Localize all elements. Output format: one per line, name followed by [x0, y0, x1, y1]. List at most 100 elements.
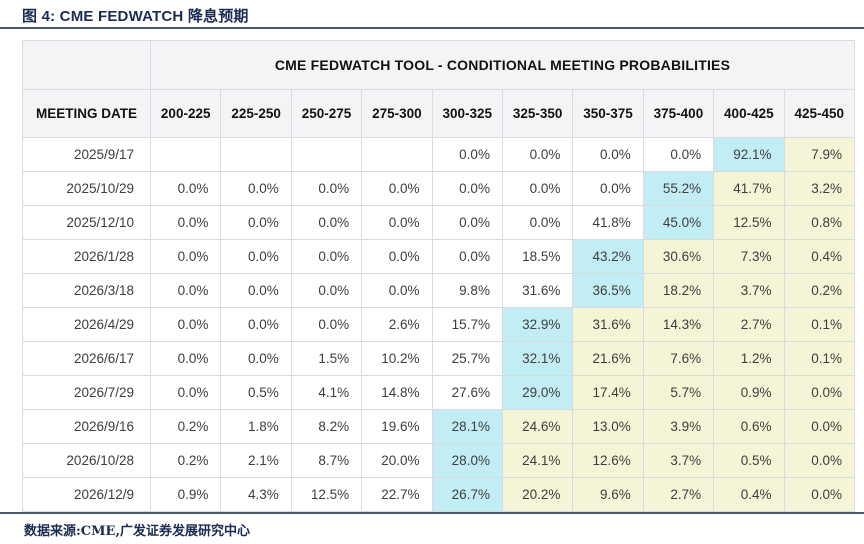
table-row: 2026/3/18 0.0% 0.0% 0.0% 0.0% 9.8% 31.6% 36.5% 1… [22, 273, 856, 308]
probability-cell: 36.5% [572, 273, 644, 308]
probability-cell: 0.0% [149, 273, 222, 308]
probability-cell: 0.0% [431, 239, 503, 274]
meeting-date-cell: 2026/4/29 [22, 307, 151, 342]
probability-cell: 0.0% [361, 273, 433, 308]
probability-cell: 0.2% [149, 443, 222, 478]
table-row: 2026/9/16 0.2% 1.8% 8.2% 19.6% 28.1% 24.6% 13.0… [22, 409, 856, 444]
probability-cell: 0.1% [783, 341, 856, 376]
probability-cell: 0.0% [431, 205, 503, 240]
probability-cell: 0.0% [220, 307, 292, 342]
probability-cell: 0.0% [431, 171, 503, 206]
rate-range-header: 225-250 [220, 89, 292, 138]
probability-cell: 0.0% [220, 239, 292, 274]
probability-cell: 22.7% [361, 477, 433, 512]
probability-cell [149, 137, 222, 172]
probability-cell: 10.2% [361, 341, 433, 376]
probability-cell: 13.0% [572, 409, 644, 444]
probability-cell: 2.7% [642, 477, 715, 512]
rate-range-header: 350-375 [572, 89, 644, 138]
probability-cell: 0.9% [713, 375, 785, 410]
table-row: 2026/12/9 0.9% 4.3% 12.5% 22.7% 26.7% 20.2% 9.6… [22, 477, 856, 512]
table-body: 2025/9/17 0.0% 0.0% 0.0% 0.0% 92.1% 7.9% 2025/1… [22, 137, 856, 512]
probability-cell: 27.6% [431, 375, 503, 410]
probability-cell [361, 137, 433, 172]
probability-cell: 92.1% [713, 137, 785, 172]
probability-cell: 2.6% [361, 307, 433, 342]
probability-cell: 0.0% [572, 171, 644, 206]
figure-title: 图 4: CME FEDWATCH 降息预期 [22, 8, 249, 25]
probability-cell: 0.0% [149, 341, 222, 376]
probability-cell: 12.5% [290, 477, 363, 512]
rate-range-header: 275-300 [361, 89, 433, 138]
probability-cell: 0.0% [361, 205, 433, 240]
rate-range-header: 300-325 [431, 89, 503, 138]
meeting-date-cell: 2026/12/9 [22, 477, 151, 512]
probability-cell: 26.7% [431, 477, 503, 512]
probability-cell: 12.5% [713, 205, 785, 240]
probability-cell: 24.1% [501, 443, 574, 478]
probability-cell: 17.4% [572, 375, 644, 410]
rate-range-header: 250-275 [290, 89, 363, 138]
probability-cell: 0.0% [501, 171, 574, 206]
footer-divider-line [0, 512, 864, 514]
probability-cell: 0.4% [783, 239, 856, 274]
meeting-date-cell: 2025/10/29 [22, 171, 151, 206]
probability-cell: 0.4% [713, 477, 785, 512]
probability-cell: 0.0% [431, 137, 503, 172]
probability-cell: 31.6% [572, 307, 644, 342]
table-row: 2026/4/29 0.0% 0.0% 0.0% 2.6% 15.7% 32.9% 31.6%… [22, 307, 856, 342]
probability-cell: 32.1% [501, 341, 574, 376]
probability-cell: 45.0% [642, 205, 715, 240]
probability-cell: 0.0% [361, 239, 433, 274]
probability-cell: 2.1% [220, 443, 292, 478]
meeting-date-cell: 2026/1/28 [22, 239, 151, 274]
probability-cell: 31.6% [501, 273, 574, 308]
meeting-date-header: MEETING DATE [22, 89, 151, 138]
group-header-row: CME FEDWATCH TOOL - CONDITIONAL MEETING … [22, 40, 855, 90]
meeting-date-cell: 2026/6/17 [22, 341, 151, 376]
rate-range-header: 375-400 [642, 89, 715, 138]
probability-cell: 0.0% [149, 171, 222, 206]
rate-range-header: 400-425 [713, 89, 785, 138]
probability-cell [220, 137, 292, 172]
probability-cell: 21.6% [572, 341, 644, 376]
probability-cell: 7.6% [642, 341, 715, 376]
probability-cell: 3.7% [642, 443, 715, 478]
table-row: 2025/12/10 0.0% 0.0% 0.0% 0.0% 0.0% 0.0% 41.8% 4… [22, 205, 856, 240]
probability-cell [290, 137, 363, 172]
corner-cell [22, 40, 151, 90]
probability-cell: 0.0% [501, 205, 574, 240]
probability-cell: 30.6% [642, 239, 715, 274]
probability-cell: 28.1% [431, 409, 503, 444]
probability-cell: 41.8% [572, 205, 644, 240]
probability-cell: 7.3% [713, 239, 785, 274]
probability-cell: 0.0% [783, 477, 856, 512]
probability-cell: 32.9% [501, 307, 574, 342]
probability-cell: 0.5% [713, 443, 785, 478]
probability-cell: 20.2% [501, 477, 574, 512]
rate-range-header: 425-450 [783, 89, 856, 138]
probability-cell: 4.3% [220, 477, 292, 512]
probability-cell: 41.7% [713, 171, 785, 206]
meeting-date-cell: 2025/12/10 [22, 205, 151, 240]
probability-cell: 0.0% [501, 137, 574, 172]
probability-cell: 0.0% [290, 171, 363, 206]
title-divider-line [0, 27, 864, 29]
probability-cell: 43.2% [572, 239, 644, 274]
probability-cell: 0.0% [149, 205, 222, 240]
probability-cell: 1.5% [290, 341, 363, 376]
probability-cell: 0.6% [713, 409, 785, 444]
column-header-row: MEETING DATE 200-225 225-250 250-275 275-30… [22, 89, 856, 138]
probability-cell: 1.2% [713, 341, 785, 376]
probability-cell: 3.2% [783, 171, 856, 206]
probability-cell: 5.7% [642, 375, 715, 410]
table-row: 2026/1/28 0.0% 0.0% 0.0% 0.0% 0.0% 18.5% 43.2% 3… [22, 239, 856, 274]
probability-cell: 3.9% [642, 409, 715, 444]
probability-cell: 0.0% [220, 205, 292, 240]
probability-cell: 3.7% [713, 273, 785, 308]
table-row: 2026/7/29 0.0% 0.5% 4.1% 14.8% 27.6% 29.0% 17.4… [22, 375, 856, 410]
probability-cell: 0.0% [149, 239, 222, 274]
probability-cell: 2.7% [713, 307, 785, 342]
probability-cell: 8.2% [290, 409, 363, 444]
